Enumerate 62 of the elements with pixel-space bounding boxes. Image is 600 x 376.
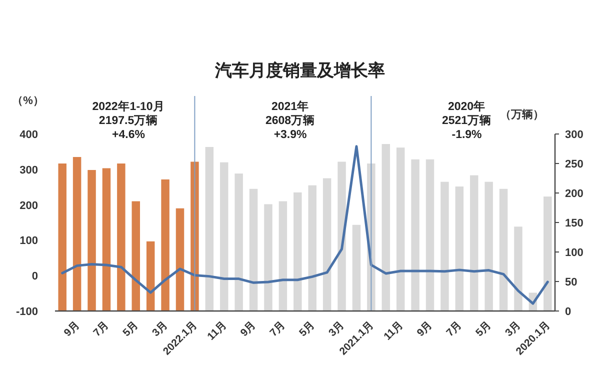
y2-tick-label: 0 (565, 306, 572, 318)
bar (484, 182, 493, 311)
bar (470, 175, 478, 311)
annotation: 2020年 2521万辆 -1.9% (442, 99, 492, 141)
y2-tick-label: 150 (565, 218, 584, 230)
bar (514, 226, 522, 311)
x-tick-label: 11月 (382, 318, 406, 343)
bar (382, 144, 390, 311)
bar (88, 170, 96, 311)
bar (426, 159, 434, 311)
line-series (61, 145, 549, 305)
x-tick-label: 9月 (238, 318, 259, 340)
bar (102, 168, 111, 311)
x-tick-label: 9月 (62, 318, 82, 340)
bar (264, 204, 272, 311)
bar (117, 164, 126, 311)
bar (411, 159, 420, 311)
y-tick-label: 0 (32, 270, 38, 283)
bar (161, 179, 170, 311)
y-axis-title: （%） (12, 95, 44, 107)
bar (396, 148, 405, 311)
bar (322, 178, 332, 311)
x-tick-label: 5月 (297, 318, 318, 340)
bar (440, 182, 449, 311)
bar (205, 146, 214, 311)
y-tick-label: 400 (20, 129, 38, 141)
bar (544, 196, 552, 311)
bar (308, 185, 316, 311)
y-tick-label: 200 (20, 200, 38, 212)
y2-tick-label: 300 (565, 129, 584, 141)
bar (338, 162, 346, 311)
y2-tick-label: 100 (565, 247, 584, 259)
chart-title: 汽车月度销量及增长率 (214, 61, 385, 80)
bar (455, 186, 464, 311)
bar (176, 208, 184, 311)
bar (352, 224, 361, 311)
y2-axis-title: （万辆） (500, 108, 544, 121)
bar (72, 157, 82, 311)
y-tick-label: 300 (20, 164, 38, 176)
y2-tick-label: 250 (565, 158, 584, 170)
y-tick-label: -100 (16, 306, 38, 318)
x-tick-label: 11月 (205, 318, 230, 343)
bar (499, 188, 508, 311)
y-tick-label: 100 (20, 235, 38, 248)
bar (220, 162, 228, 311)
x-tick-label: 9月 (414, 318, 436, 340)
bar (146, 241, 155, 311)
x-tick-label: 7月 (91, 318, 112, 340)
bar (132, 201, 140, 311)
bar (294, 192, 302, 311)
bar (249, 188, 258, 311)
bar (58, 164, 66, 311)
y2-tick-label: 200 (565, 188, 584, 200)
annotation: 2021年 2608万辆 +3.9% (265, 99, 316, 141)
annotation: 2022年1-10月 2197.5万辆 +4.6% (92, 99, 165, 141)
bar (278, 201, 288, 311)
x-tick-label: 7月 (444, 318, 465, 340)
x-tick-label: 5月 (474, 318, 494, 340)
x-tick-label: 7月 (268, 318, 288, 340)
y2-tick-label: 50 (565, 276, 578, 288)
x-tick-label: 5月 (120, 318, 142, 340)
bar (234, 174, 243, 311)
